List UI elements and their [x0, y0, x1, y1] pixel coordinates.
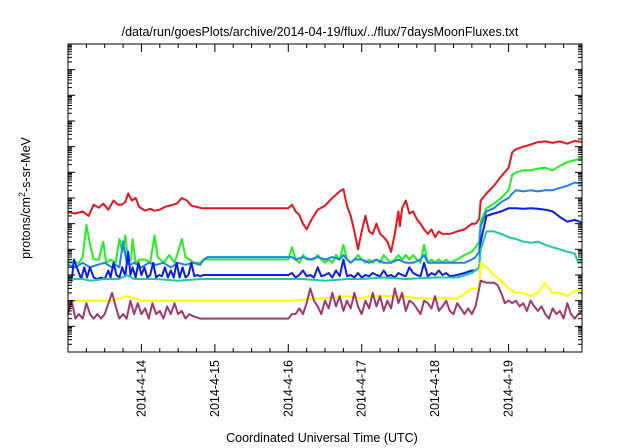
plot-series [67, 139, 583, 320]
x-tick-label: 2014-4-18 [428, 360, 442, 417]
plot-frame [67, 43, 583, 353]
x-axis: 2014-4-14 2014-4-15 2014-4-16 2014-4-17 2014… [85, 44, 565, 417]
chart-title: /data/run/goesPlots/archive/2014-04-19/f… [122, 25, 519, 39]
y-axis [68, 43, 582, 353]
series-line-5 [68, 230, 583, 282]
x-tick-label: 2014-4-17 [355, 360, 369, 417]
x-tick-label: 2014-4-16 [281, 360, 295, 417]
series-line-1 [67, 139, 583, 253]
series-line-3 [67, 181, 583, 269]
x-tick-label: 2014-4-19 [502, 360, 516, 417]
series-line-7 [67, 279, 583, 320]
series-line-4 [67, 207, 583, 282]
x-tick-label: 2014-4-15 [208, 360, 222, 417]
y-axis-label: protons/cm2-s-sr-MeV [17, 136, 33, 258]
x-tick-label: 2014-4-14 [134, 360, 148, 417]
series-line-6 [68, 261, 582, 302]
x-axis-label: Coordinated Universal Time (UTC) [226, 431, 418, 445]
